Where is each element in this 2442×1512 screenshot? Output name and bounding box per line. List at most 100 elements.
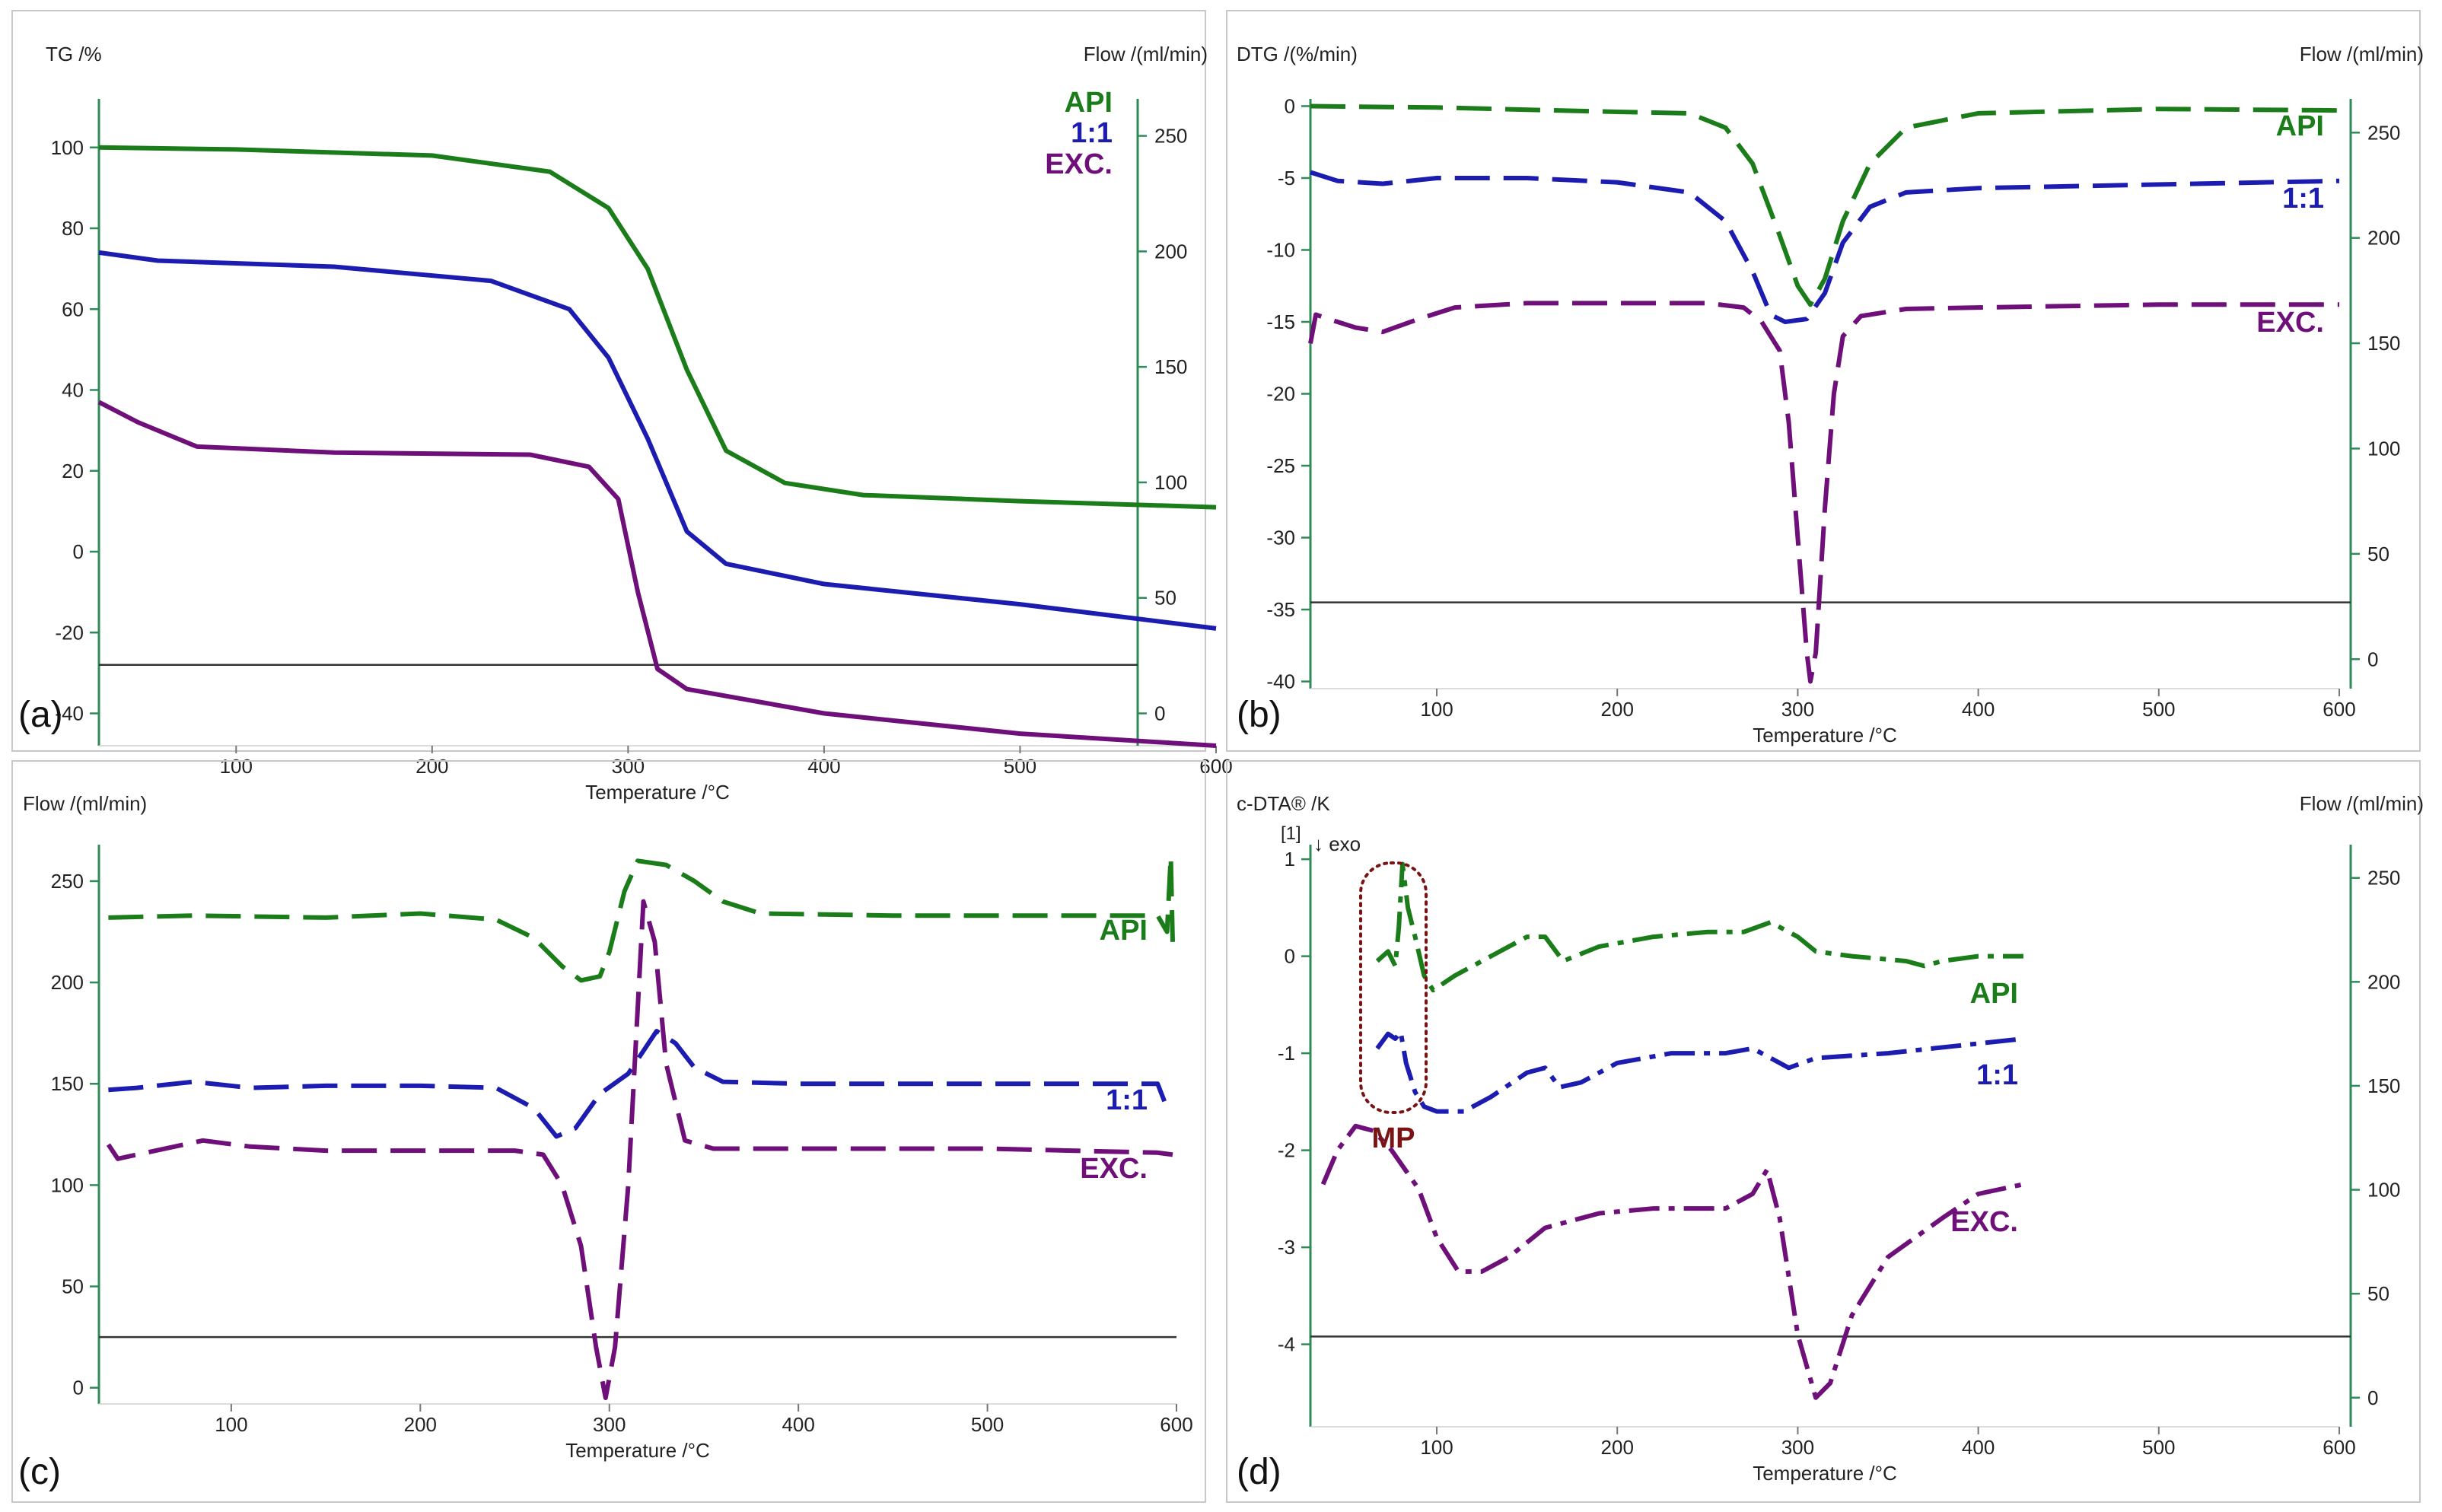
y-tick-label: 60 xyxy=(62,298,84,320)
y-tick-label: 200 xyxy=(51,971,84,994)
y2-axis-label: Flow /(ml/min) xyxy=(1084,43,1208,65)
x-tick-label: 600 xyxy=(2323,1436,2355,1459)
panel-border xyxy=(1226,10,2421,752)
y-tick-label: 0 xyxy=(73,540,84,563)
y-tick-label: 100 xyxy=(51,136,84,159)
legend-label: 1:1 xyxy=(1071,117,1113,149)
y2-tick-label: 150 xyxy=(1154,355,1187,378)
x-tick-label: 600 xyxy=(1160,1413,1192,1436)
y2-tick-label: 50 xyxy=(1154,587,1176,610)
x-axis-label: Temperature /°C xyxy=(1753,724,1897,746)
panel-label: (b) xyxy=(1237,695,1281,735)
y-tick-label: -35 xyxy=(1266,598,1295,621)
x-tick-label: 300 xyxy=(593,1413,626,1436)
y2-tick-label: 0 xyxy=(1154,702,1165,725)
x-tick-label: 200 xyxy=(415,755,448,778)
x-tick-label: 500 xyxy=(1004,755,1036,778)
y-tick-label: -5 xyxy=(1278,167,1295,189)
y2-tick-label: 0 xyxy=(2367,1386,2378,1409)
exo-direction-label: ↓ exo xyxy=(1313,832,1361,855)
y2-tick-label: 0 xyxy=(2367,648,2378,670)
x-tick-label: 300 xyxy=(1781,698,1814,721)
y2-tick-label: 250 xyxy=(2367,121,2400,144)
y-tick-label: 40 xyxy=(62,379,84,402)
y-tick-label: 250 xyxy=(51,870,84,893)
x-tick-label: 100 xyxy=(1420,698,1453,721)
y-tick-label: 0 xyxy=(1285,94,1295,117)
y-tick-label: -25 xyxy=(1266,454,1295,477)
x-tick-label: 200 xyxy=(404,1413,437,1436)
y-tick-label: -20 xyxy=(1266,383,1295,406)
legend-label: EXC. xyxy=(1080,1153,1148,1185)
y-tick-label: -4 xyxy=(1278,1333,1295,1356)
y-tick-label: -40 xyxy=(1266,670,1295,693)
legend-label: 1:1 xyxy=(1976,1059,2018,1091)
y2-tick-label: 100 xyxy=(2367,437,2400,460)
series-line-exc xyxy=(1308,301,2339,684)
series-line-11 xyxy=(1310,170,2340,324)
y-tick-label: -15 xyxy=(1266,310,1295,333)
y-tick-label: -2 xyxy=(1278,1139,1295,1162)
series-line-11 xyxy=(108,1029,1170,1139)
y-tick-label: -30 xyxy=(1266,527,1295,549)
series-line-11 xyxy=(98,250,1217,631)
mp-highlight-box xyxy=(1359,861,1428,1114)
legend-label: API xyxy=(1065,87,1113,119)
panel-label: (c) xyxy=(18,1452,61,1492)
x-axis-label: Temperature /°C xyxy=(1753,1462,1897,1485)
x-tick-label: 300 xyxy=(612,755,645,778)
x-tick-label: 500 xyxy=(2142,1436,2175,1459)
panel-border xyxy=(11,760,1206,1503)
x-tick-label: 200 xyxy=(1601,698,1634,721)
x-axis-label: Temperature /°C xyxy=(565,1439,710,1462)
x-tick-label: 400 xyxy=(1962,1436,1995,1459)
x-tick-label: 400 xyxy=(1962,698,1995,721)
x-axis-label: Temperature /°C xyxy=(585,781,730,804)
y-tick-label: 150 xyxy=(51,1072,84,1095)
x-tick-label: 200 xyxy=(1601,1436,1634,1459)
x-tick-label: 500 xyxy=(2142,698,2175,721)
y-axis-label: TG /% xyxy=(46,43,102,65)
y-tick-label: 0 xyxy=(1285,945,1295,968)
x-tick-label: 600 xyxy=(1199,755,1232,778)
y2-axis-label: Flow /(ml/min) xyxy=(2300,43,2424,65)
y2-tick-label: 200 xyxy=(2367,970,2400,993)
panel-label: (d) xyxy=(1237,1452,1281,1492)
y2-tick-label: 250 xyxy=(2367,867,2400,890)
series-line-exc xyxy=(1320,1123,2024,1400)
x-tick-label: 100 xyxy=(1420,1436,1453,1459)
y2-tick-label: 250 xyxy=(1154,125,1187,148)
y-tick-label: 20 xyxy=(62,460,84,482)
y-tick-label: -20 xyxy=(55,621,84,644)
y-tick-label: -10 xyxy=(1266,238,1295,261)
mp-annotation: MP xyxy=(1372,1122,1415,1154)
y2-tick-label: 150 xyxy=(2367,1074,2400,1097)
x-tick-label: 100 xyxy=(215,1413,247,1436)
x-tick-label: 100 xyxy=(220,755,253,778)
legend-label: 1:1 xyxy=(1106,1084,1148,1116)
legend-label: API xyxy=(2276,110,2324,142)
x-tick-label: 400 xyxy=(782,1413,814,1436)
x-tick-label: 500 xyxy=(971,1413,1004,1436)
legend-label: API xyxy=(1970,978,2018,1010)
y-axis-label: DTG /(%/min) xyxy=(1237,43,1358,65)
y-tick-label: 50 xyxy=(62,1275,84,1298)
y-tick-label: -1 xyxy=(1278,1042,1295,1065)
panel-border xyxy=(11,10,1206,752)
x-tick-label: 300 xyxy=(1781,1436,1814,1459)
series-line-api xyxy=(108,855,1175,983)
panel-label: (a) xyxy=(18,695,63,735)
y2-tick-label: 50 xyxy=(2367,543,2389,565)
x-tick-label: 400 xyxy=(807,755,840,778)
series-line-exc xyxy=(97,399,1217,748)
y2-axis-label: Flow /(ml/min) xyxy=(2300,792,2424,815)
y2-tick-label: 200 xyxy=(2367,227,2400,250)
legend-label: API xyxy=(1100,915,1148,947)
series-line-exc xyxy=(106,899,1173,1400)
y2-tick-label: 200 xyxy=(1154,240,1187,263)
